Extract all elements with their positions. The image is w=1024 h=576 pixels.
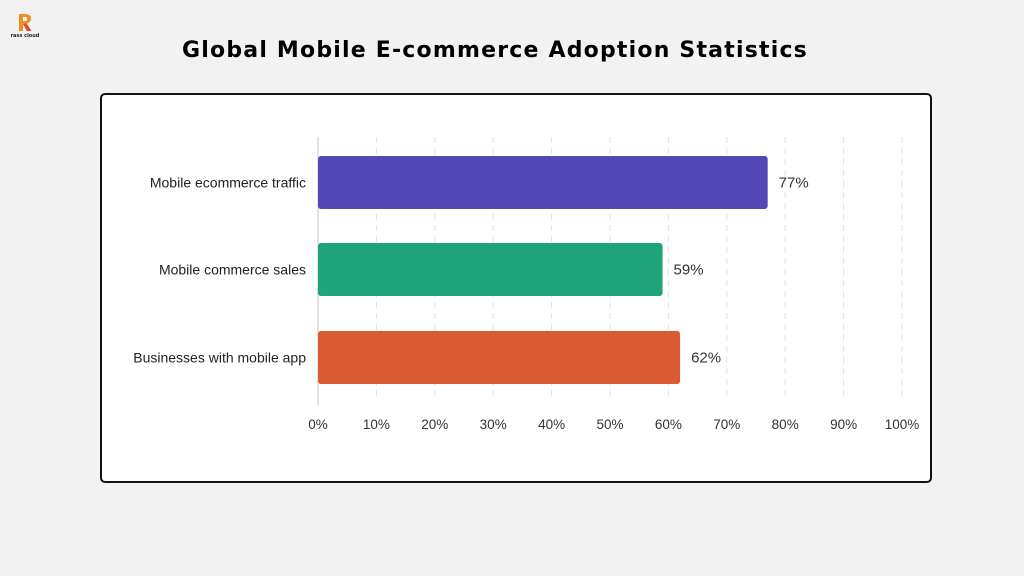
page-title: Global Mobile E-commerce Adoption Statis… (182, 38, 808, 63)
brand-r-logo-icon (19, 14, 32, 31)
x-tick-label: 50% (596, 417, 623, 432)
bar-chart: Mobile ecommerce traffic 77% Mobile commer… (133, 137, 920, 432)
data-label: 59% (674, 262, 704, 279)
category-label: Mobile ecommerce traffic (150, 175, 306, 191)
category-label: Mobile commerce sales (159, 262, 306, 278)
x-tick-label: 60% (655, 417, 682, 432)
brand-logo: rass cloud (8, 12, 42, 40)
data-label: 77% (779, 175, 809, 192)
bar (318, 243, 663, 296)
x-tick-label: 40% (538, 417, 565, 432)
bar (318, 156, 768, 209)
x-tick-label: 10% (363, 417, 390, 432)
bar (318, 331, 681, 384)
chart-container: Mobile ecommerce traffic 77% Mobile commer… (100, 93, 932, 483)
x-tick-label: 20% (421, 417, 448, 432)
x-tick-label: 70% (713, 417, 740, 432)
x-tick-label: 30% (480, 417, 507, 432)
x-tick-label: 0% (308, 417, 328, 432)
brand-logo-text: rass cloud (10, 33, 40, 39)
data-label: 62% (691, 350, 721, 367)
x-tick-label: 90% (830, 417, 857, 432)
category-label: Businesses with mobile app (133, 350, 306, 366)
x-tick-label: 80% (772, 417, 799, 432)
x-tick-label: 100% (885, 417, 920, 432)
